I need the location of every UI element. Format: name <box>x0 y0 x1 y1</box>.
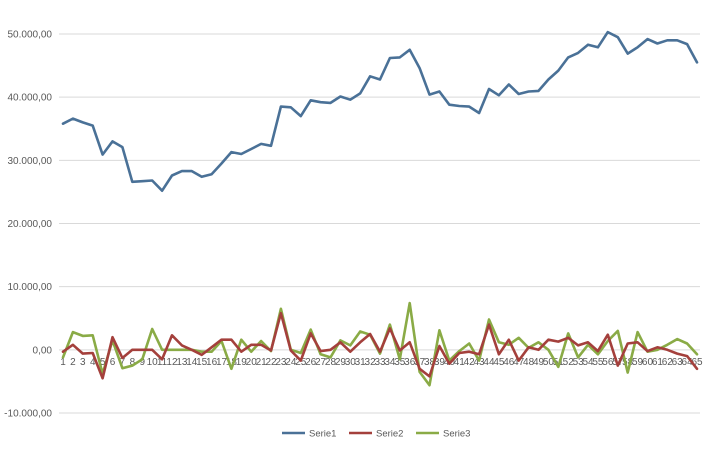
x-tick-label: 16 <box>206 357 218 368</box>
x-axis-tick-labels: 1 2 3 4 5 6 7 8 9 10 11 121314151617181920212223242… <box>60 357 703 368</box>
x-tick-label: 58 <box>622 357 634 368</box>
x-tick-label: 22 <box>265 357 277 368</box>
x-tick-label: 4 <box>90 357 96 368</box>
series-line-serie2 <box>61 311 699 380</box>
x-tick-label: 45 <box>493 357 505 368</box>
x-tick-label: 9 <box>139 357 145 368</box>
x-tick-label: 25 <box>295 357 307 368</box>
x-tick-label: 12 <box>166 357 178 368</box>
x-tick-label: 36 <box>404 357 416 368</box>
x-tick-label: 14 <box>186 357 198 368</box>
legend-label-serie2: Serie2 <box>376 429 403 440</box>
x-tick-label: 43 <box>474 357 486 368</box>
x-tick-label: 44 <box>483 357 495 368</box>
legend: Serie1 Serie2 Serie3 <box>282 429 470 440</box>
x-tick-label: 21 <box>256 357 268 368</box>
x-tick-label: 27 <box>315 357 327 368</box>
x-tick-label: 60 <box>642 357 654 368</box>
x-tick-label: 62 <box>662 357 674 368</box>
series-line-serie3 <box>61 301 699 387</box>
x-tick-label: 31 <box>355 357 367 368</box>
x-tick-label: 34 <box>384 357 396 368</box>
series-lines <box>61 30 699 387</box>
x-tick-label: 23 <box>275 357 287 368</box>
y-tick-label: 30.000,00 <box>8 156 53 167</box>
x-tick-label: 33 <box>374 357 386 368</box>
x-tick-label: 8 <box>130 357 136 368</box>
y-tick-label: 10.000,00 <box>8 282 53 293</box>
x-tick-label: 41 <box>454 357 466 368</box>
x-tick-label: 54 <box>582 357 594 368</box>
x-tick-label: 26 <box>305 357 317 368</box>
x-tick-label: 13 <box>176 357 188 368</box>
x-tick-label: 7 <box>120 357 126 368</box>
x-tick-label: 1 <box>60 357 66 368</box>
x-tick-label: 5 <box>100 357 106 368</box>
x-tick-label: 61 <box>652 357 664 368</box>
x-tick-label: 18 <box>226 357 238 368</box>
x-tick-label: 2 <box>70 357 76 368</box>
y-tick-label: 50.000,00 <box>8 30 53 41</box>
x-tick-label: 59 <box>632 357 644 368</box>
x-tick-label: 49 <box>533 357 545 368</box>
x-tick-label: 50 <box>543 357 555 368</box>
x-tick-label: 3 <box>80 357 86 368</box>
series-line-serie1 <box>61 30 699 192</box>
x-tick-label: 11 <box>157 357 168 368</box>
y-tick-label: -10.000,00 <box>4 409 52 420</box>
x-tick-label: 47 <box>513 357 525 368</box>
y-tick-label: 20.000,00 <box>8 219 53 230</box>
x-tick-label: 38 <box>424 357 436 368</box>
x-tick-label: 29 <box>335 357 347 368</box>
x-tick-label: 53 <box>573 357 585 368</box>
x-tick-label: 42 <box>464 357 476 368</box>
x-tick-label: 30 <box>345 357 357 368</box>
x-tick-label: 6 <box>110 357 116 368</box>
x-tick-label: 52 <box>563 357 575 368</box>
x-tick-label: 35 <box>394 357 406 368</box>
x-tick-label: 17 <box>216 357 228 368</box>
legend-label-serie1: Serie1 <box>309 429 336 440</box>
x-tick-label: 63 <box>672 357 684 368</box>
x-tick-label: 65 <box>691 357 703 368</box>
x-tick-label: 55 <box>592 357 604 368</box>
x-tick-label: 10 <box>147 357 159 368</box>
x-tick-label: 32 <box>365 357 377 368</box>
legend-label-serie3: Serie3 <box>443 429 470 440</box>
x-tick-label: 56 <box>602 357 614 368</box>
x-tick-label: 19 <box>236 357 248 368</box>
x-tick-label: 20 <box>246 357 258 368</box>
x-tick-label: 37 <box>414 357 426 368</box>
x-tick-label: 39 <box>434 357 446 368</box>
y-tick-label: 40.000,00 <box>8 93 53 104</box>
x-tick-label: 46 <box>503 357 515 368</box>
y-axis-tick-labels: -10.000,00 0,00 10.000,00 20.000,00 30.000,0… <box>4 30 52 420</box>
y-tick-label: 0,00 <box>33 345 53 356</box>
x-tick-label: 48 <box>523 357 535 368</box>
x-tick-label: 24 <box>285 357 297 368</box>
x-tick-label: 28 <box>325 357 337 368</box>
x-tick-label: 15 <box>196 357 208 368</box>
x-tick-label: 64 <box>682 357 694 368</box>
